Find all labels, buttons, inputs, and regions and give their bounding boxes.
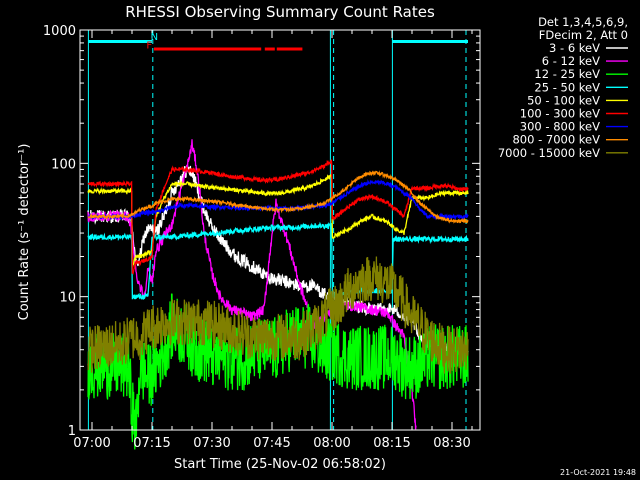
x-axis-label: Start Time (25-Nov-02 06:58:02) bbox=[174, 457, 386, 472]
legend-label-100-300-kev: 100 - 300 keV bbox=[520, 107, 600, 121]
legend-header-1: Det 1,3,4,5,6,9, bbox=[538, 15, 628, 29]
series-line-7000-15000-kev bbox=[87, 256, 469, 374]
x-tick-label: 07:00 bbox=[73, 436, 110, 451]
y-axis-label: Count Rate (s⁻¹ detector⁻¹) bbox=[17, 144, 32, 321]
legend-label-12-25-kev: 12 - 25 keV bbox=[534, 67, 600, 81]
legend-label-800-7000-kev: 800 - 7000 keV bbox=[512, 133, 600, 147]
y-tick-label: 10 bbox=[59, 291, 76, 306]
x-tick-label: 08:00 bbox=[313, 436, 350, 451]
series-line-50-100-kev bbox=[87, 173, 469, 268]
series-lines bbox=[87, 139, 469, 450]
x-tick-label: 08:30 bbox=[433, 436, 470, 451]
series-line-100-300-kev bbox=[87, 159, 469, 276]
y-tick-label: 100 bbox=[51, 157, 76, 172]
y-tick-label: 1 bbox=[68, 424, 76, 439]
plot-frame bbox=[79, 29, 481, 431]
x-tick-label: 07:45 bbox=[253, 436, 290, 451]
x-tick-label: 07:15 bbox=[133, 436, 170, 451]
series-line-300-800-kev bbox=[87, 179, 469, 221]
x-tick-label: 07:30 bbox=[193, 436, 230, 451]
chart-title: RHESSI Observing Summary Count Rates bbox=[125, 3, 435, 21]
annotations: NF bbox=[146, 32, 158, 51]
legend-label-25-50-kev: 25 - 50 keV bbox=[534, 80, 600, 94]
legend-label-300-800-kev: 300 - 800 keV bbox=[520, 120, 600, 134]
axis-ticks: 07:00 07:15 07:30 07:45 08:00 08:15 08:30 1 10 10… bbox=[43, 24, 480, 451]
y-tick-label: 1000 bbox=[43, 24, 76, 39]
legend-label-50-100-kev: 50 - 100 keV bbox=[527, 93, 600, 107]
legend-label-7000-15000-kev: 7000 - 15000 keV bbox=[498, 146, 600, 160]
series-line-12-25-kev bbox=[87, 293, 469, 450]
legend-label-3-6-kev: 3 - 6 keV bbox=[549, 41, 600, 55]
flag-bars bbox=[88, 39, 468, 51]
legend-header-2: FDecim 2, Att 0 bbox=[539, 28, 628, 42]
annotation-f: F bbox=[146, 40, 152, 51]
x-tick-label: 08:15 bbox=[373, 436, 410, 451]
series-line-25-50-kev bbox=[87, 221, 469, 301]
footer-timestamp: 21-Oct-2021 19:48 bbox=[560, 468, 636, 477]
legend: Det 1,3,4,5,6,9, FDecim 2, Att 0 3 - 6 k… bbox=[498, 15, 628, 160]
legend-label-6-12-kev: 6 - 12 keV bbox=[542, 54, 600, 68]
annotation-n: N bbox=[151, 32, 158, 43]
series-line-800-7000-kev bbox=[87, 170, 469, 224]
